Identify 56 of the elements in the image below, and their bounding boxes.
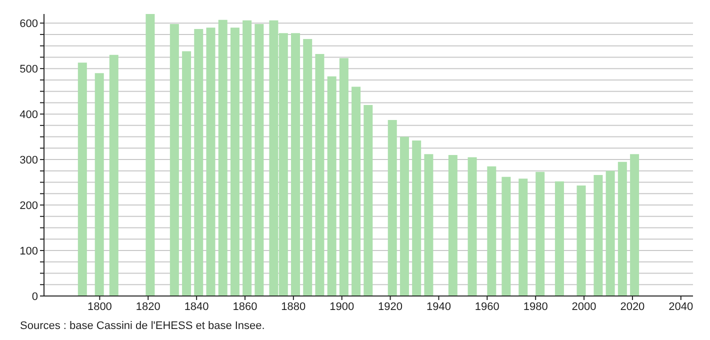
bar [230,28,240,296]
bar [536,172,545,296]
bar [618,162,627,296]
x-tick-label: 1940 [426,300,451,313]
x-tick-label: 1980 [523,300,548,313]
bar [412,140,422,296]
x-tick-label: 1840 [184,300,209,313]
bar [315,54,324,296]
y-tick-label: 300 [20,154,38,166]
x-tick-label: 1820 [136,300,160,313]
x-tick-label: 2040 [668,300,694,313]
y-tick-label: 0 [32,290,38,303]
x-tick-label: 1960 [474,300,500,313]
bar [448,155,458,296]
x-tick-label: 1920 [378,300,403,313]
bar [146,14,155,296]
bar [206,28,216,296]
bar [364,104,373,296]
bar [339,58,348,296]
x-tick-label: 1800 [87,300,112,313]
bar [109,54,118,296]
y-tick-label: 100 [20,245,38,258]
bar [606,170,615,296]
x-tick-label: 1860 [232,300,258,313]
y-tick-label: 600 [20,18,38,30]
y-tick-label: 500 [20,63,38,76]
bar [388,120,397,296]
x-tick-label: 1900 [330,300,354,313]
bar [424,154,434,296]
bar [554,181,564,296]
bar [576,185,586,296]
y-tick-label: 200 [20,200,38,212]
y-tick-label: 400 [20,108,38,121]
bar [400,136,409,296]
bar [242,20,252,296]
bar [94,73,104,296]
bar [468,157,477,296]
bar [291,33,300,296]
bar [78,62,87,296]
bar [518,178,528,296]
bar [303,39,312,296]
bar [327,76,336,296]
bar [594,175,603,296]
bar [502,176,511,296]
bar [218,20,228,296]
bar [170,24,179,296]
bar [182,51,192,296]
source-note: Sources : base Cassini de l'EHESS et base Insee. [19,320,266,332]
x-tick-label: 1880 [281,300,306,313]
bar [630,154,640,296]
x-tick-label: 2000 [572,300,596,313]
bar [352,86,361,296]
bar [254,24,264,296]
bar [194,29,204,296]
bar [487,166,496,296]
x-tick-label: 2020 [620,300,645,313]
